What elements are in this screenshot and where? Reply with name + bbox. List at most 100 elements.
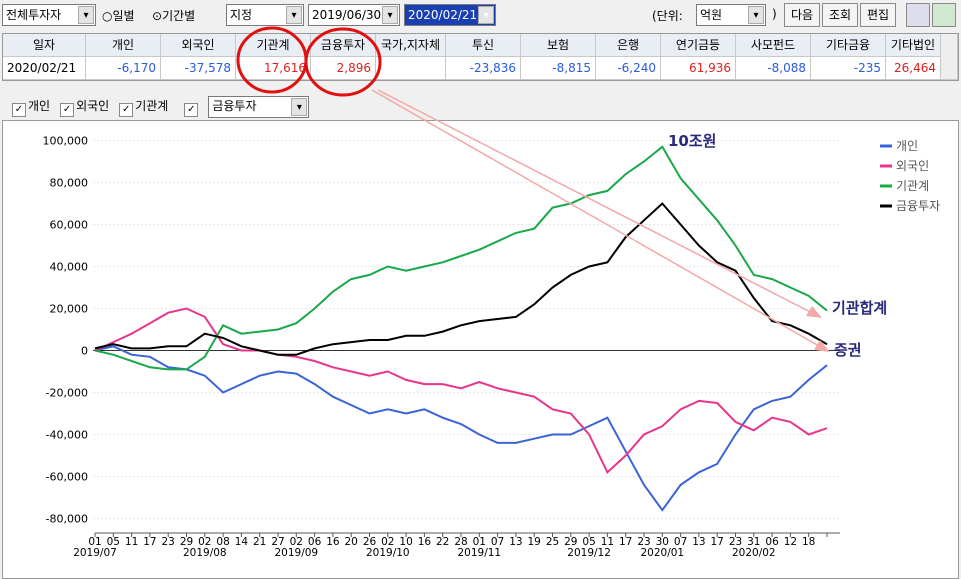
y-tick-label: -40,000 [46, 429, 88, 442]
legend-label: 기관계 [896, 179, 929, 193]
x-tick-label: 25 [546, 536, 559, 548]
x-tick-label: 01 [473, 536, 486, 548]
x-tick-label: 29 [564, 536, 577, 548]
column-header: 기관계 [236, 34, 311, 57]
column-header: 일자 [3, 34, 86, 57]
radio-daily[interactable]: ○일별 [102, 9, 135, 23]
y-tick-label: 20,000 [50, 303, 89, 316]
radio-label: 기간별 [162, 9, 196, 23]
excel-icon[interactable] [932, 3, 956, 27]
unit-select[interactable]: 억원 [696, 4, 766, 26]
table-cell: 26,464 [886, 57, 941, 80]
button[interactable]: 조회 [822, 3, 858, 27]
x-tick-label: 16 [326, 536, 340, 548]
x-tick-label: 17 [711, 536, 724, 548]
x-tick-label: 02 [198, 536, 211, 548]
y-tick-label: -60,000 [46, 471, 88, 484]
checkbox: ✓ [184, 99, 200, 117]
series-line [94, 145, 828, 371]
checkbox[interactable]: ✓ 개인 [12, 99, 51, 117]
radio-label: 일별 [112, 9, 135, 23]
x-tick-label: 13 [692, 536, 705, 548]
column-header: 기타법인 [886, 34, 941, 57]
data-table: 일자 2020/02/21 개인 -6,170 외국인 -37,578 기관계 17,616 금… [2, 33, 959, 81]
x-tick-label: 18 [802, 536, 815, 548]
table-cell: 2,896 [311, 57, 376, 80]
x-tick-label: 05 [582, 536, 595, 548]
x-group-label: 2019/09 [274, 547, 318, 559]
column-header: 사모펀드 [736, 34, 811, 57]
x-tick-label: 07 [674, 536, 687, 548]
x-tick-label: 02 [290, 536, 303, 548]
y-tick-label: 80,000 [50, 177, 89, 190]
column-header: 개인 [86, 34, 161, 57]
button[interactable]: 다음 [784, 3, 820, 27]
x-tick-label: 23 [637, 536, 650, 548]
series-select[interactable]: 금융투자 [208, 96, 310, 118]
checkbox-box: ✓ [119, 103, 134, 117]
x-tick-label: 17 [619, 536, 632, 548]
checkbox-box: ✓ [60, 103, 75, 117]
y-tick-label: -20,000 [46, 387, 88, 400]
x-group-label: 2019/10 [366, 547, 410, 559]
annotation: 증권 [834, 341, 862, 359]
unit-open: (단위: [652, 9, 683, 23]
x-tick-label: 27 [271, 536, 284, 548]
table-cell: -37,578 [161, 57, 236, 80]
table-cell: -6,170 [86, 57, 161, 80]
x-tick-label: 11 [125, 536, 138, 548]
annotation: 10조원 [668, 132, 716, 150]
column-header: 보험 [521, 34, 596, 57]
x-tick-label: 29 [180, 536, 193, 548]
checkbox[interactable]: ✓ 외국인 [60, 99, 110, 117]
y-tick-label: 60,000 [50, 219, 89, 232]
unit-close: ) [772, 7, 777, 21]
x-tick-label: 16 [418, 536, 432, 548]
legend-label: 외국인 [896, 159, 929, 173]
x-group-label: 2020/02 [732, 547, 776, 559]
x-tick-label: 06 [308, 536, 322, 548]
table-cell: -6,240 [596, 57, 661, 80]
x-tick-label: 23 [729, 536, 742, 548]
x-tick-label: 10 [399, 536, 412, 548]
x-tick-label: 21 [253, 536, 266, 548]
x-tick-label: 13 [509, 536, 522, 548]
x-tick-label: 22 [436, 536, 449, 548]
table-cell: -23,836 [446, 57, 521, 80]
x-tick-label: 30 [656, 536, 669, 548]
chart: -80,000 -60,000 -40,000 -20,000 0 20,000 40,00… [43, 132, 941, 559]
checkbox-label: 외국인 [76, 99, 110, 113]
column-header: 금융투자 [311, 34, 376, 57]
x-tick-label: 01 [88, 536, 101, 548]
x-tick-label: 06 [765, 536, 779, 548]
end-date[interactable]: 2020/02/21 [404, 4, 496, 26]
checkbox-box: ✓ [12, 103, 26, 117]
x-group-label: 2020/01 [640, 547, 684, 559]
column-header: 외국인 [161, 34, 236, 57]
x-tick-label: 26 [363, 536, 377, 548]
legend-label: 개인 [896, 139, 918, 153]
x-tick-label: 05 [107, 536, 120, 548]
chart-icon[interactable] [906, 3, 930, 27]
table-cell: -8,088 [736, 57, 811, 80]
checkbox[interactable]: ✓ 기관계 [119, 99, 168, 117]
button[interactable]: 편집 [860, 3, 896, 27]
x-group-label: 2019/12 [567, 547, 611, 559]
x-tick-label: 07 [491, 536, 504, 548]
table-cell: -235 [811, 57, 886, 80]
column-header: 은행 [596, 34, 661, 57]
table-cell [376, 57, 446, 80]
x-tick-label: 11 [601, 536, 614, 548]
mode-select[interactable]: 지정 [226, 4, 304, 26]
start-date[interactable]: 2019/06/30 [308, 4, 400, 26]
checkbox-label: 개인 [28, 99, 51, 113]
investor-select[interactable]: 전체투자자 [2, 4, 96, 26]
table-cell: 61,936 [661, 57, 736, 80]
column-header: 투신 [446, 34, 521, 57]
x-group-label: 2019/11 [457, 547, 501, 559]
checkbox-box: ✓ [184, 103, 199, 117]
column-header: 기타금융 [811, 34, 886, 57]
x-tick-label: 08 [216, 536, 229, 548]
radio-period[interactable]: ⊙기간별 [152, 9, 196, 23]
